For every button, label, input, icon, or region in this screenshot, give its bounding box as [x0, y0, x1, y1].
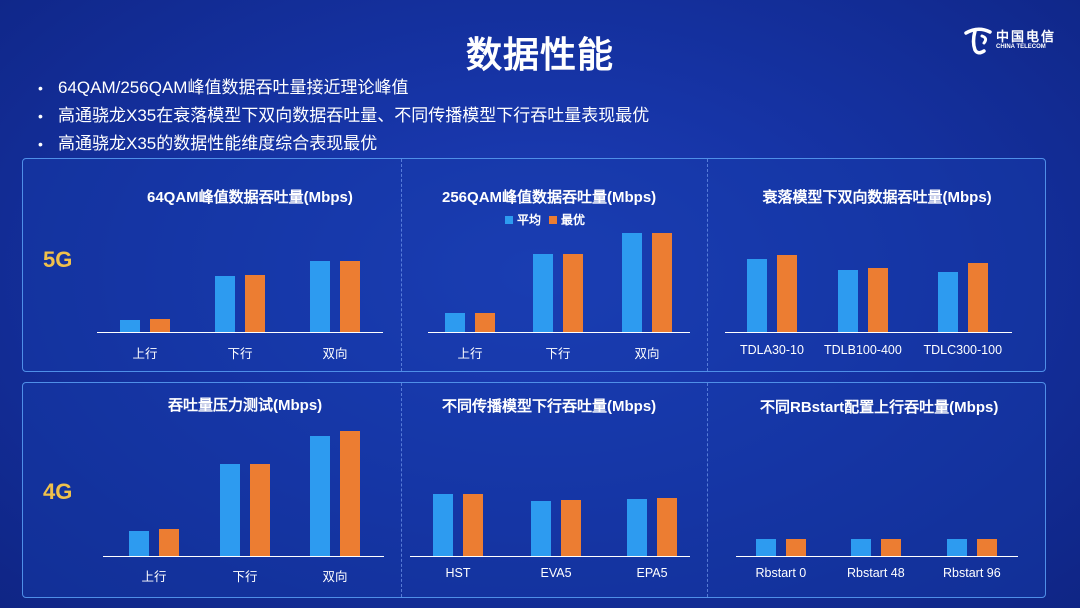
bar-avg	[747, 259, 767, 332]
bar-best	[250, 464, 270, 556]
bar-best	[657, 498, 677, 556]
bullet-list: 64QAM/256QAM峰值数据吞吐量接近理论峰值 高通骁龙X35在衰落模型下双…	[38, 74, 649, 158]
chart-x-axis	[97, 332, 383, 333]
chart-x-axis	[410, 556, 690, 557]
legend-label-avg: 平均	[517, 213, 542, 227]
chart-x-axis	[428, 332, 690, 333]
china-telecom-logo: 中国电信 CHINA TELECOM	[962, 24, 1062, 58]
panel-divider	[401, 383, 402, 597]
category-label: Rbstart 48	[847, 566, 905, 580]
bar-best	[868, 268, 888, 332]
bar-avg	[533, 254, 553, 332]
bar-avg	[220, 464, 240, 556]
bar-avg	[310, 261, 330, 332]
bar-avg	[947, 539, 967, 556]
page-title: 数据性能	[465, 34, 614, 75]
row-label-4g: 4G	[43, 479, 73, 504]
category-label: 上行	[457, 347, 483, 361]
bar-best	[561, 500, 581, 556]
bar-best	[150, 319, 170, 332]
bar-avg	[627, 499, 647, 556]
legend-swatch-best	[549, 215, 558, 224]
category-label: 双向	[634, 347, 660, 361]
row-label-5g: 5G	[43, 247, 73, 272]
panel-divider	[707, 159, 708, 371]
category-label: HST	[445, 566, 471, 580]
category-label: 双向	[322, 347, 348, 361]
bar-avg	[120, 320, 140, 332]
bar-best	[786, 539, 806, 556]
bar-avg	[445, 313, 465, 332]
bar-best	[968, 263, 988, 332]
chart-title: 64QAM峰值数据吞吐量(Mbps)	[147, 189, 353, 206]
category-label: 下行	[232, 570, 258, 584]
bar-best	[563, 254, 583, 332]
bar-best	[245, 275, 265, 332]
bar-best	[159, 529, 179, 556]
category-label: TDLC300-100	[923, 343, 1003, 357]
panel-divider	[707, 383, 708, 597]
category-label: Rbstart 0	[755, 566, 807, 580]
category-label: EVA5	[540, 566, 572, 580]
chart-title: 衰落模型下双向数据吞吐量(Mbps)	[762, 189, 992, 206]
bar-best	[340, 261, 360, 332]
legend-label-best: 最优	[561, 213, 586, 227]
category-label: TDLA30-10	[740, 343, 804, 357]
logo-text-cn: 中国电信	[996, 29, 1057, 44]
legend-swatch-avg	[505, 215, 513, 224]
chart-title: 不同传播模型下行吞吐量(Mbps)	[442, 398, 657, 415]
bar-avg	[938, 272, 958, 332]
category-label: 下行	[545, 347, 571, 361]
bar-avg	[310, 436, 330, 556]
category-label: 下行	[227, 347, 253, 361]
bar-best	[777, 255, 797, 332]
bar-avg	[129, 531, 149, 556]
category-label: TDLB100-400	[824, 343, 902, 357]
chart-legend: 平均 最优	[505, 211, 585, 228]
bar-best	[475, 313, 495, 332]
telecom-icon	[964, 27, 992, 55]
bar-avg	[215, 276, 235, 332]
panel-divider	[401, 159, 402, 371]
chart-title: 256QAM峰值数据吞吐量(Mbps)	[442, 189, 657, 206]
bar-best	[652, 233, 672, 332]
category-label: EPA5	[636, 566, 668, 580]
bullet-item: 高通骁龙X35在衰落模型下双向数据吞吐量、不同传播模型下行吞吐量表现最优	[38, 102, 649, 130]
bar-best	[881, 539, 901, 556]
bar-avg	[851, 539, 871, 556]
bullet-item: 64QAM/256QAM峰值数据吞吐量接近理论峰值	[38, 74, 649, 102]
bar-avg	[433, 494, 453, 556]
panel-4g: 4G	[22, 382, 1046, 598]
chart-title: 吞吐量压力测试(Mbps)	[168, 397, 323, 414]
category-label: Rbstart 96	[943, 566, 1001, 580]
chart-title: 不同RBstart配置上行吞吐量(Mbps)	[760, 399, 999, 416]
bar-best	[977, 539, 997, 556]
category-label: 上行	[132, 347, 158, 361]
chart-x-axis	[103, 556, 384, 557]
bar-best	[463, 494, 483, 556]
bar-best	[340, 431, 360, 556]
bullet-item: 高通骁龙X35的数据性能维度综合表现最优	[38, 130, 649, 158]
logo-text-en: CHINA TELECOM	[996, 44, 1046, 50]
bar-avg	[756, 539, 776, 556]
chart-x-axis	[736, 556, 1018, 557]
category-label: 上行	[141, 570, 167, 584]
chart-x-axis	[725, 332, 1012, 333]
bar-avg	[531, 501, 551, 556]
bar-avg	[622, 233, 642, 332]
bar-avg	[838, 270, 858, 332]
category-label: 双向	[322, 570, 348, 584]
